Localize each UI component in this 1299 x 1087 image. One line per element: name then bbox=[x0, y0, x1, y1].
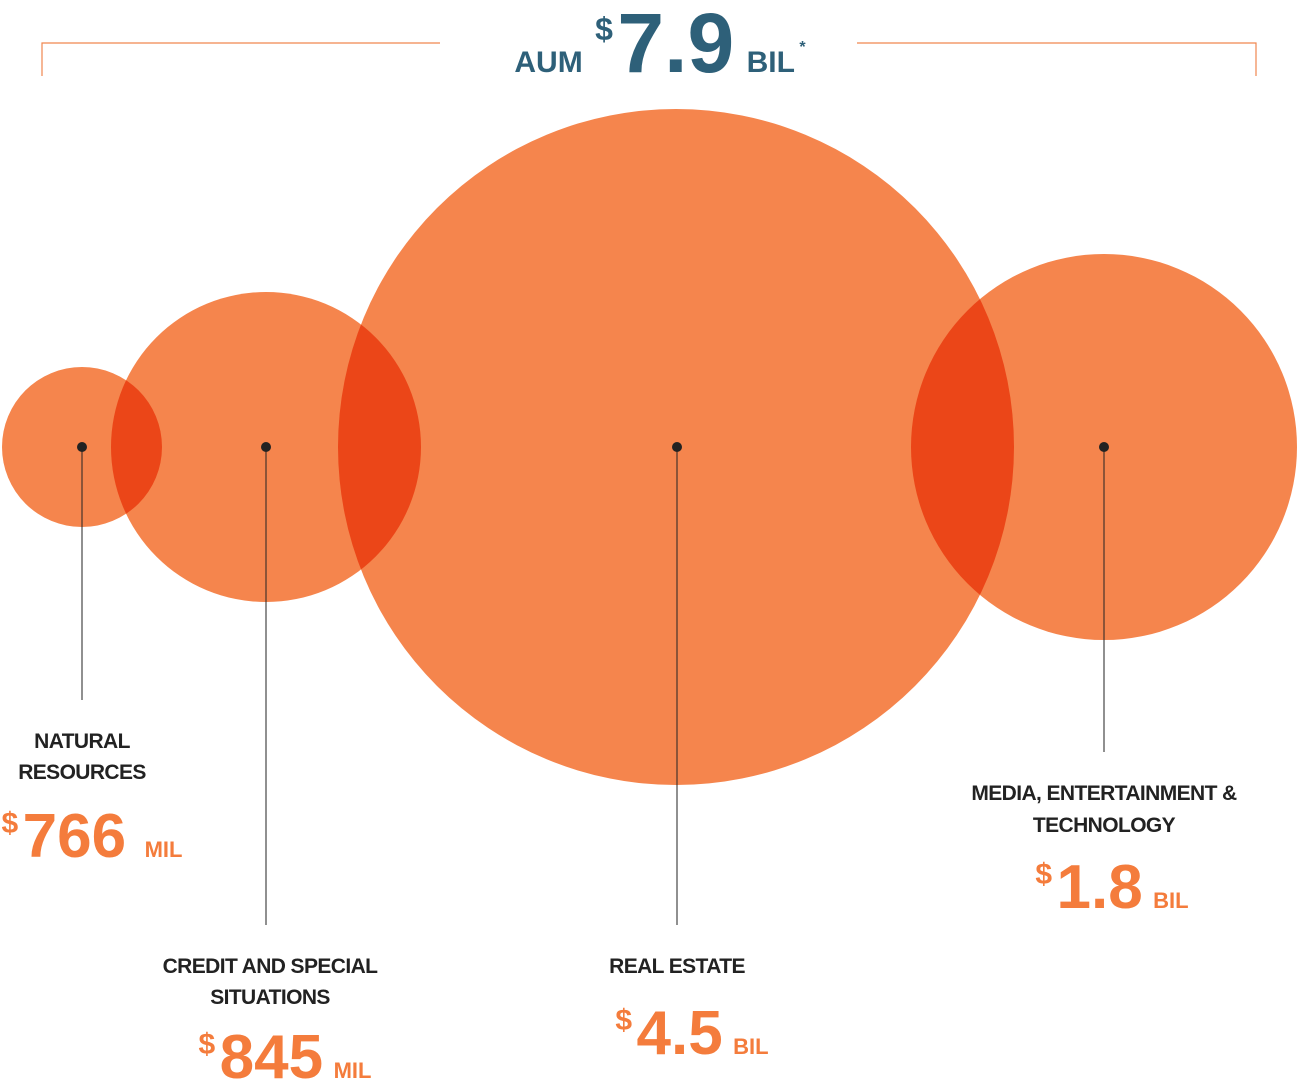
dot bbox=[1099, 442, 1109, 452]
segment-label: TECHNOLOGY bbox=[1033, 814, 1176, 837]
unit: MIL bbox=[145, 837, 183, 862]
segment-amount: $ 845 MIL bbox=[199, 1023, 372, 1087]
segment-label: CREDIT AND SPECIAL bbox=[163, 955, 379, 978]
header-footnote: * bbox=[799, 39, 806, 56]
header-frame bbox=[41, 42, 1257, 76]
unit: MIL bbox=[334, 1058, 372, 1083]
unit: BIL bbox=[1153, 888, 1188, 913]
segment-label: MEDIA, ENTERTAINMENT & bbox=[971, 782, 1237, 805]
header-currency: $ bbox=[595, 11, 613, 47]
unit: BIL bbox=[733, 1034, 768, 1059]
header-amount: 7.9 bbox=[617, 0, 734, 90]
segment-amount: $ 1.8 BIL bbox=[1035, 853, 1188, 922]
currency: $ bbox=[615, 1004, 632, 1037]
dot bbox=[261, 442, 271, 452]
amount: 845 bbox=[220, 1023, 323, 1087]
dot bbox=[77, 442, 87, 452]
header-unit: BIL bbox=[747, 46, 795, 79]
segment-label: NATURAL bbox=[34, 730, 130, 753]
segment-label: RESOURCES bbox=[18, 761, 146, 784]
dot bbox=[672, 442, 682, 452]
currency: $ bbox=[199, 1028, 216, 1061]
header-title: AUM $ 7.9 BIL * bbox=[514, 0, 806, 90]
frame-left bbox=[41, 42, 440, 76]
amount: 4.5 bbox=[637, 999, 723, 1068]
amount: 766 bbox=[23, 802, 126, 871]
segment-label: SITUATIONS bbox=[210, 986, 330, 1009]
frame-right bbox=[857, 42, 1257, 76]
leaders bbox=[81, 447, 1105, 925]
currency: $ bbox=[2, 807, 19, 840]
segment-amount: $ 4.5 BIL bbox=[615, 999, 768, 1068]
dots bbox=[77, 442, 1109, 452]
currency: $ bbox=[1035, 858, 1052, 891]
amount: 1.8 bbox=[1057, 853, 1143, 922]
header-prefix: AUM bbox=[514, 46, 582, 79]
segment-label: REAL ESTATE bbox=[609, 955, 745, 978]
segment-amount: $ 766 MIL bbox=[2, 802, 183, 871]
